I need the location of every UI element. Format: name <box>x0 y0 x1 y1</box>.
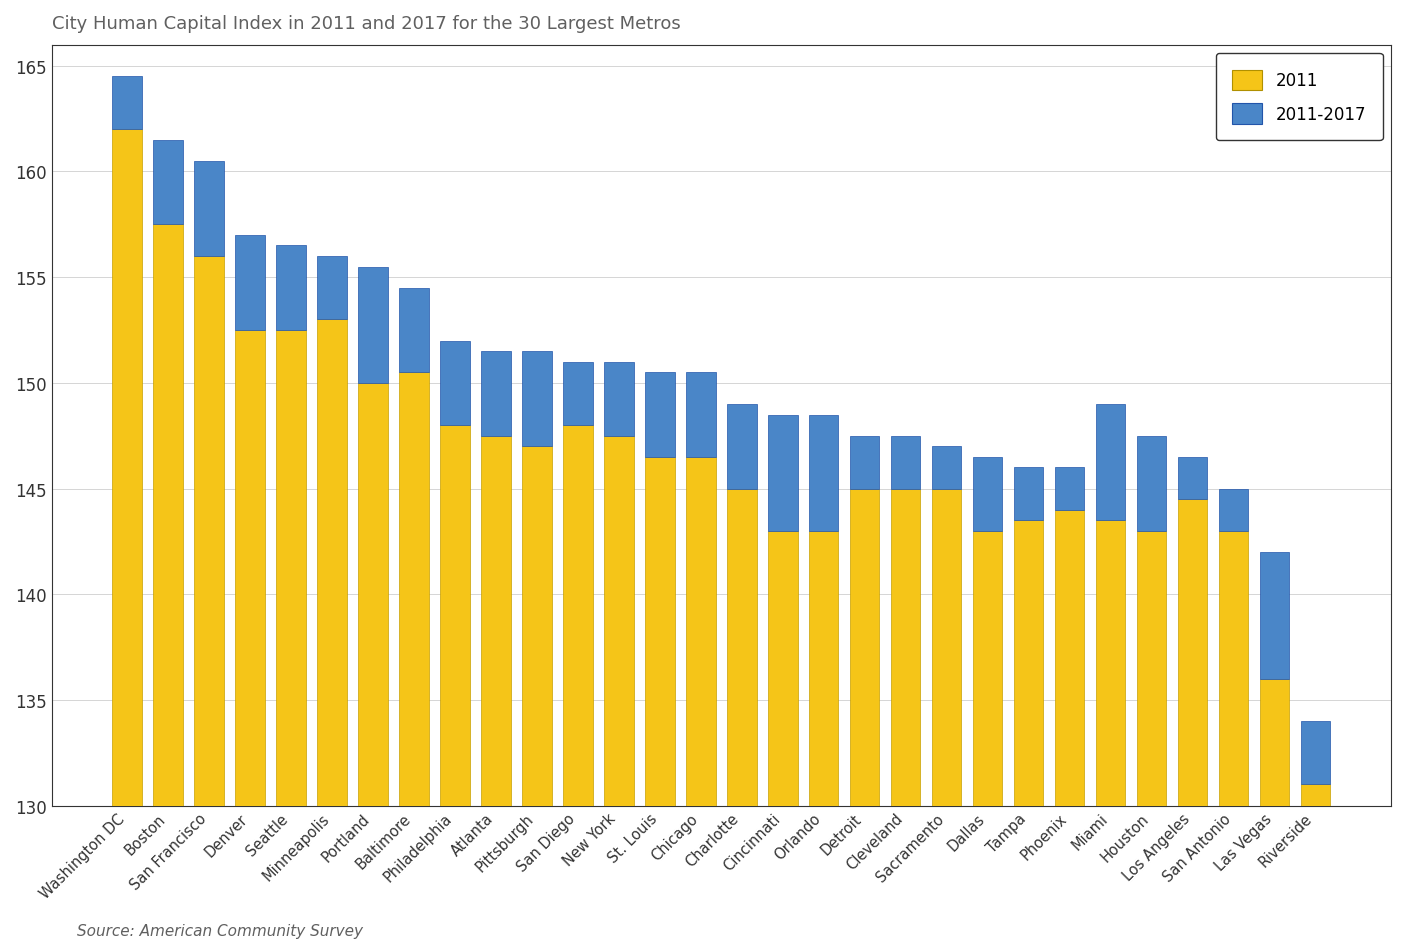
Legend: 2011, 2011-2017: 2011, 2011-2017 <box>1216 54 1382 142</box>
Bar <box>1014 468 1043 521</box>
Bar <box>522 352 551 447</box>
Bar <box>194 257 224 805</box>
Bar <box>399 373 429 805</box>
Bar <box>194 161 224 257</box>
Bar <box>440 426 470 805</box>
Bar <box>768 531 797 805</box>
Bar <box>440 341 470 426</box>
Bar <box>1136 531 1166 805</box>
Bar <box>112 130 142 805</box>
Bar <box>1014 521 1043 805</box>
Bar <box>973 457 1002 531</box>
Bar <box>399 289 429 373</box>
Bar <box>645 457 675 805</box>
Bar <box>277 246 307 330</box>
Text: Source: American Community Survey: Source: American Community Survey <box>77 922 363 937</box>
Bar <box>808 415 838 531</box>
Bar <box>318 320 347 805</box>
Bar <box>1054 468 1084 510</box>
Bar <box>973 531 1002 805</box>
Bar <box>564 362 593 426</box>
Bar <box>1095 405 1125 521</box>
Bar <box>1178 499 1208 805</box>
Bar <box>112 77 142 130</box>
Bar <box>605 362 634 436</box>
Bar <box>1301 784 1330 805</box>
Bar <box>727 405 756 489</box>
Bar <box>481 352 510 436</box>
Bar <box>1136 436 1166 531</box>
Bar <box>1178 457 1208 499</box>
Bar <box>808 531 838 805</box>
Bar <box>1219 531 1249 805</box>
Text: City Human Capital Index in 2011 and 2017 for the 30 Largest Metros: City Human Capital Index in 2011 and 201… <box>52 15 681 33</box>
Bar <box>686 373 716 457</box>
Bar <box>564 426 593 805</box>
Bar <box>727 489 756 805</box>
Bar <box>235 236 264 330</box>
Bar <box>851 436 879 489</box>
Bar <box>891 489 921 805</box>
Bar <box>891 436 921 489</box>
Bar <box>318 257 347 320</box>
Bar <box>1095 521 1125 805</box>
Bar <box>605 436 634 805</box>
Bar <box>1260 552 1289 679</box>
Bar <box>1054 510 1084 805</box>
Bar <box>359 267 388 383</box>
Bar <box>851 489 879 805</box>
Bar <box>1260 679 1289 805</box>
Bar <box>1219 489 1249 531</box>
Bar <box>522 447 551 805</box>
Bar <box>768 415 797 531</box>
Bar <box>481 436 510 805</box>
Bar <box>277 330 307 805</box>
Bar <box>1301 721 1330 784</box>
Bar <box>153 225 183 805</box>
Bar <box>645 373 675 457</box>
Bar <box>686 457 716 805</box>
Bar <box>235 330 264 805</box>
Bar <box>359 383 388 805</box>
Bar <box>153 141 183 225</box>
Bar <box>932 489 962 805</box>
Bar <box>932 447 962 489</box>
